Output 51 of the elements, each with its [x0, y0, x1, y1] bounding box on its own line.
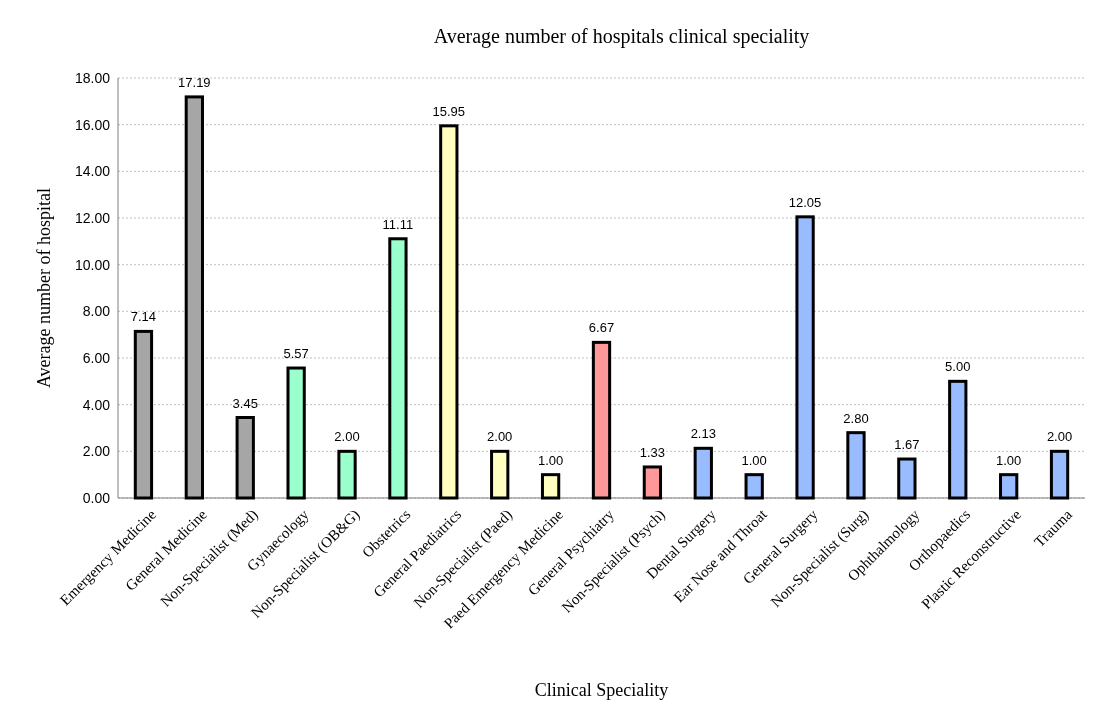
- data-label: 1.00: [996, 452, 1022, 468]
- bar: [642, 465, 663, 500]
- bar: [846, 431, 866, 500]
- data-label: 7.14: [130, 309, 157, 325]
- bar: [184, 95, 204, 500]
- data-label: 6.67: [588, 320, 615, 336]
- data-label: 2.13: [690, 426, 716, 442]
- y-tick-label: 8.00: [82, 303, 111, 320]
- data-label: 12.05: [788, 194, 822, 210]
- y-tick-label: 12.00: [74, 209, 111, 226]
- bar: [693, 446, 713, 500]
- y-tick-label: 4.00: [82, 396, 111, 413]
- bar: [795, 215, 815, 500]
- bar: [133, 329, 154, 500]
- chart-title: Average number of hospitals clinical speciality: [433, 25, 810, 48]
- bar: [439, 124, 459, 500]
- data-label: 5.00: [945, 359, 971, 375]
- data-label: 2.00: [1046, 429, 1073, 445]
- bar: [235, 416, 255, 500]
- data-label: 3.45: [232, 395, 258, 411]
- bar: [540, 473, 561, 500]
- data-label: 1.67: [894, 437, 920, 453]
- bar: [948, 379, 968, 500]
- y-axis-title: Average number of hospital: [34, 187, 54, 389]
- data-label: 2.00: [487, 429, 513, 445]
- y-tick-label: 14.00: [74, 163, 111, 180]
- bar: [286, 366, 306, 500]
- bar: [1049, 449, 1070, 500]
- data-label: 11.11: [382, 216, 414, 232]
- x-axis-title: Clinical Speciality: [534, 680, 669, 700]
- data-label: 17.19: [178, 74, 211, 90]
- y-tick-label: 10.00: [74, 256, 111, 273]
- bar: [591, 340, 612, 500]
- data-label: 2.80: [843, 410, 869, 426]
- bar: [337, 449, 357, 500]
- y-tick-label: 18.00: [74, 69, 111, 86]
- y-tick-label: 16.00: [74, 116, 111, 133]
- data-label: 15.95: [432, 103, 466, 119]
- bar: [744, 473, 764, 500]
- data-label: 1.00: [537, 452, 564, 468]
- y-tick-label: 2.00: [82, 443, 111, 460]
- data-label: 5.57: [283, 346, 309, 362]
- data-label: 1.00: [741, 452, 767, 468]
- y-tick-label: 0.00: [82, 489, 111, 506]
- bar: [388, 237, 408, 500]
- data-label: 2.00: [334, 429, 360, 445]
- bar: [490, 449, 510, 500]
- y-tick-label: 6.00: [82, 349, 111, 366]
- bar: [897, 457, 917, 500]
- data-label: 1.33: [639, 444, 666, 460]
- bar: [999, 473, 1019, 500]
